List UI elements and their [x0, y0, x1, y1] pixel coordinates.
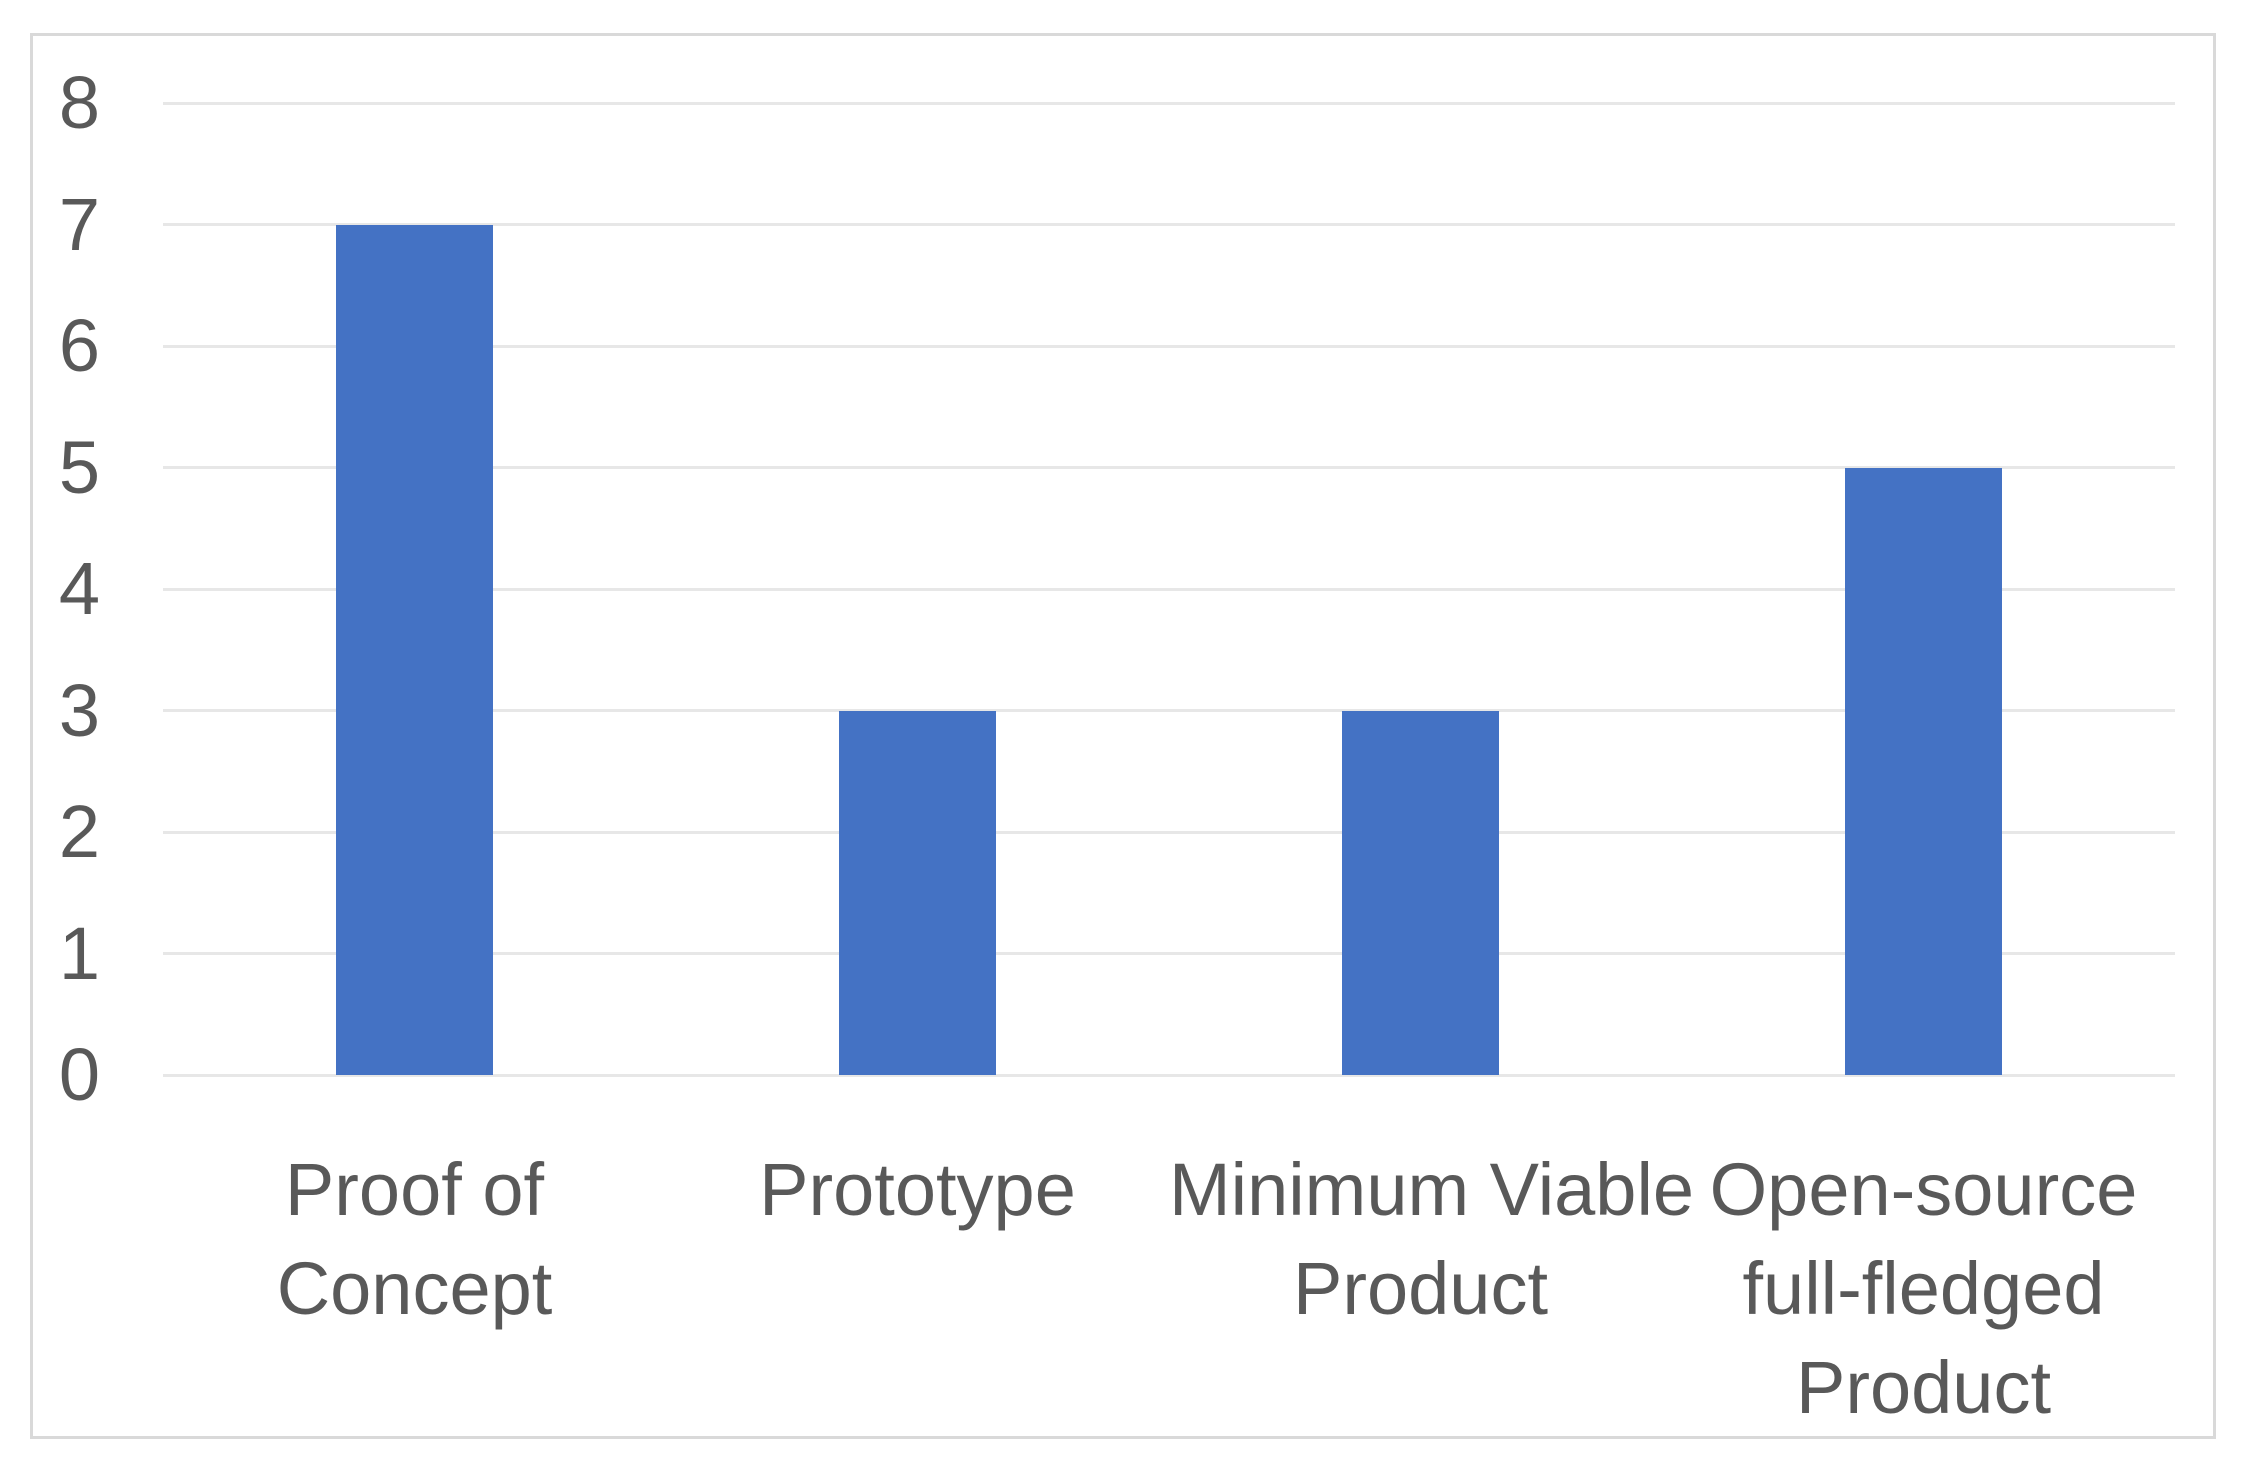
gridline	[163, 830, 2175, 834]
x-category-label-line: Prototype	[759, 1148, 1076, 1231]
bar-4	[1845, 467, 2002, 1075]
gridline	[163, 709, 2175, 712]
y-tick-label: 1	[58, 911, 100, 995]
x-category-label: Prototype	[666, 1140, 1169, 1239]
bar-2	[839, 710, 996, 1075]
gridline	[163, 223, 2175, 226]
y-tick-label: 0	[58, 1033, 100, 1116]
gridline	[163, 587, 2175, 591]
x-category-label-line: Minimum Viable	[1169, 1148, 1695, 1231]
y-tick-label: 4	[58, 547, 100, 630]
bar-3	[1342, 710, 1499, 1075]
x-category-label: Minimum Viable Product	[1169, 1140, 1695, 1338]
y-tick-label: 2	[58, 790, 100, 873]
gridline	[163, 952, 2175, 955]
y-tick-label: 7	[58, 182, 100, 266]
x-category-label-line: Concept	[276, 1247, 553, 1330]
gridline	[163, 1073, 2175, 1077]
y-tick-label: 3	[58, 668, 100, 752]
x-category-label-line: Open-source	[1709, 1148, 2138, 1231]
y-tick-label: 5	[58, 425, 100, 509]
gridline	[163, 344, 2175, 348]
y-tick-label: 6	[58, 304, 100, 387]
gridline	[163, 101, 2175, 105]
x-category-label-line: Product	[1292, 1247, 1549, 1330]
y-tick-label: 8	[58, 61, 100, 144]
x-category-label: Proof of Concept	[163, 1140, 666, 1338]
x-category-label-line: full-fledged	[1742, 1247, 2105, 1330]
x-category-label-line: Product	[1795, 1346, 2052, 1429]
bar-1	[336, 224, 493, 1075]
gridline	[163, 466, 2175, 469]
x-category-label: Open-source full-fledged Product	[1672, 1140, 2175, 1437]
x-category-label-line: Proof of	[284, 1148, 545, 1231]
